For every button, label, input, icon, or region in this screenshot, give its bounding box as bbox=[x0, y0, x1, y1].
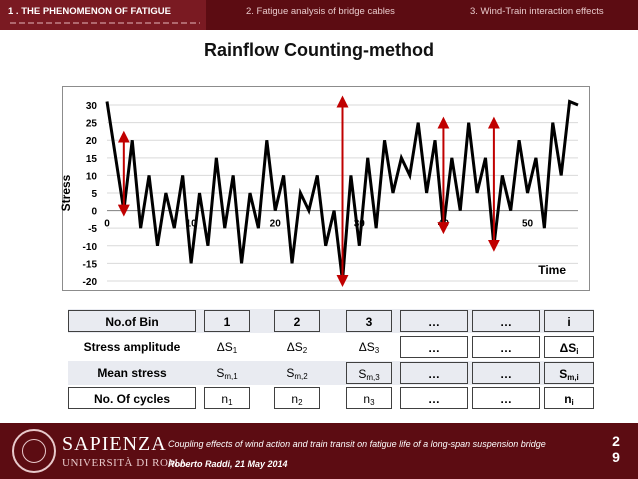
table-row: Mean stress Sm,1 Sm,2 Sm,3…… Sm,i bbox=[68, 361, 594, 385]
table-cell: … bbox=[400, 362, 468, 384]
tab-fatigue-analysis[interactable]: 2. Fatigue analysis of bridge cables bbox=[246, 6, 395, 17]
row-band bbox=[68, 309, 594, 333]
table-cell: … bbox=[472, 362, 540, 384]
table-cell: n1 bbox=[204, 387, 250, 409]
table-cell: ΔS2 bbox=[286, 340, 308, 355]
top-nav: 1 . THE PHENOMENON OF FATIGUE 2. Fatigue… bbox=[0, 0, 638, 30]
table-cell: Sm,2 bbox=[286, 366, 308, 381]
rainflow-chart: 302520151050-5-10-15-2001020304050Stress… bbox=[59, 95, 579, 288]
table-cell: … bbox=[472, 336, 540, 358]
y-tick-label: 25 bbox=[86, 119, 98, 130]
y-tick-label: 30 bbox=[86, 101, 98, 112]
table-cell: … bbox=[472, 310, 540, 332]
tab-wind-train[interactable]: 3. Wind-Train interaction effects bbox=[470, 6, 604, 17]
y-tick-label: -15 bbox=[83, 259, 98, 270]
page-digit: 9 bbox=[612, 449, 620, 465]
active-tab-bg bbox=[0, 0, 206, 30]
table-row: No. Of cycles n1 n2 n3…… ni bbox=[68, 387, 594, 409]
x-tick-label: 50 bbox=[522, 219, 534, 230]
university-name: SAPIENZA bbox=[62, 433, 167, 455]
y-tick-label: -10 bbox=[83, 242, 98, 253]
table-cell: ΔSi bbox=[544, 336, 594, 358]
y-tick-label: 20 bbox=[86, 136, 98, 147]
x-tick-label: 20 bbox=[270, 219, 282, 230]
table-cell: … bbox=[400, 310, 468, 332]
y-tick-label: -5 bbox=[88, 224, 97, 235]
author-date: Roberto Raddi, 21 May 2014 bbox=[168, 459, 288, 469]
page-digit: 2 bbox=[612, 433, 620, 449]
table-cell: … bbox=[472, 387, 540, 409]
row-label: Mean stress bbox=[97, 366, 167, 380]
university-subtitle: UNIVERSITÀ DI ROMA bbox=[62, 457, 188, 469]
x-tick-label: 10 bbox=[186, 219, 198, 230]
table-cell: ni bbox=[544, 387, 594, 409]
table-cell: Sm,1 bbox=[216, 366, 238, 381]
footer: SAPIENZA UNIVERSITÀ DI ROMA Coupling eff… bbox=[0, 423, 638, 479]
table-cell: i bbox=[544, 310, 594, 332]
table-cell: Sm,i bbox=[544, 362, 594, 384]
y-tick-label: 10 bbox=[86, 171, 98, 182]
table-cell: ΔS3 bbox=[358, 340, 380, 355]
table-cell: 3 bbox=[346, 310, 392, 332]
x-axis-label: Time bbox=[538, 263, 566, 277]
table-cell: … bbox=[400, 336, 468, 358]
table-cell: … bbox=[400, 387, 468, 409]
y-tick-label: 5 bbox=[91, 189, 97, 200]
row-label: No. Of cycles bbox=[68, 387, 196, 409]
slide-title: Rainflow Counting-method bbox=[204, 40, 434, 60]
x-tick-label: 0 bbox=[104, 219, 110, 230]
table-cell: n3 bbox=[346, 387, 392, 409]
y-tick-label: 15 bbox=[86, 154, 98, 165]
x-tick-label: 30 bbox=[354, 219, 366, 230]
table-row: Stress amplitude ΔS1 ΔS2 ΔS3…… ΔSi bbox=[68, 336, 594, 358]
row-band bbox=[68, 361, 594, 385]
y-axis-label: Stress bbox=[59, 174, 73, 211]
row-label: Stress amplitude bbox=[83, 340, 181, 354]
table-cell: 1 bbox=[204, 310, 250, 332]
table-cell: ΔS1 bbox=[216, 340, 238, 355]
table-cell: Sm,3 bbox=[346, 362, 392, 384]
table-row: No.of Bin 1 2 3…… i bbox=[68, 309, 594, 333]
table-cell: 2 bbox=[274, 310, 320, 332]
tab-phenomenon-of-fatigue[interactable]: 1 . THE PHENOMENON OF FATIGUE bbox=[8, 6, 171, 17]
tab-decoration bbox=[10, 22, 200, 24]
university-seal-icon bbox=[12, 429, 56, 473]
y-tick-label: 0 bbox=[91, 207, 97, 218]
row-label: No.of Bin bbox=[68, 310, 196, 332]
table-cell: n2 bbox=[274, 387, 320, 409]
y-tick-label: -20 bbox=[83, 277, 98, 288]
presentation-title: Coupling effects of wind action and trai… bbox=[168, 439, 546, 449]
